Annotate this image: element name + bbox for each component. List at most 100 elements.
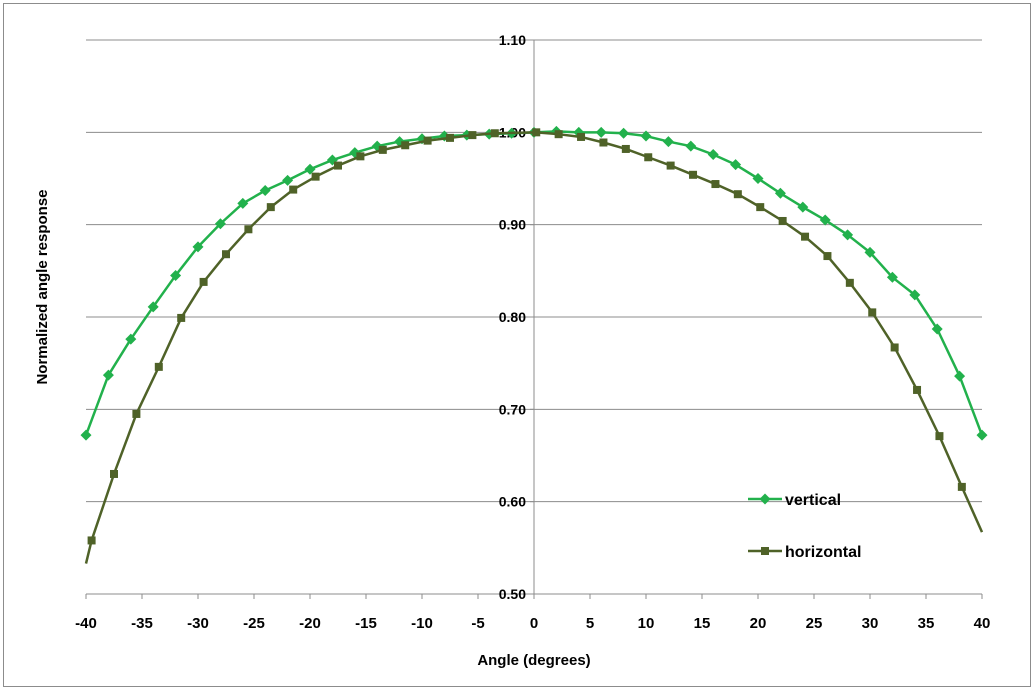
legend: vertical horizontal <box>748 492 861 561</box>
series-layer <box>80 125 988 564</box>
data-point-horizontal <box>132 409 141 418</box>
legend-marker-horizontal <box>761 547 769 555</box>
data-point-vertical <box>125 333 137 345</box>
y-axis-title: Normalized angle response <box>34 189 51 384</box>
x-tick-label: 0 <box>530 615 538 632</box>
data-point-horizontal <box>823 252 832 261</box>
data-point-horizontal <box>868 308 877 317</box>
data-point-horizontal <box>778 216 787 225</box>
x-tick-label: 30 <box>862 615 879 632</box>
data-point-horizontal <box>289 185 298 194</box>
data-point-horizontal <box>110 469 118 478</box>
x-tick-label: 15 <box>694 615 711 632</box>
axes <box>85 39 983 599</box>
data-point-vertical <box>864 246 876 258</box>
data-point-vertical <box>976 429 988 441</box>
data-point-vertical <box>685 140 697 152</box>
data-point-horizontal <box>532 128 541 137</box>
data-point-horizontal <box>890 343 899 352</box>
y-tick-label: 0.60 <box>499 494 526 510</box>
data-point-horizontal <box>689 170 698 179</box>
data-point-horizontal <box>334 161 342 170</box>
x-tick-label: -25 <box>243 615 265 632</box>
data-point-horizontal <box>490 129 499 138</box>
data-point-vertical <box>640 130 652 142</box>
data-point-horizontal <box>957 482 966 491</box>
data-point-horizontal <box>733 190 742 199</box>
x-tick-label: 25 <box>806 615 823 632</box>
data-point-vertical <box>170 269 182 281</box>
data-point-vertical <box>214 218 226 230</box>
data-point-vertical <box>886 271 898 283</box>
x-tick-label: 5 <box>586 615 594 632</box>
data-point-horizontal <box>177 313 186 322</box>
x-tick-label: -35 <box>131 615 153 632</box>
data-point-vertical <box>192 241 204 253</box>
x-tick-label: -5 <box>471 615 484 632</box>
data-point-vertical <box>147 301 159 313</box>
x-tick-label: 35 <box>918 615 935 632</box>
data-point-vertical <box>707 148 719 160</box>
data-point-vertical <box>909 289 921 301</box>
x-tick-label: 20 <box>750 615 767 632</box>
data-point-horizontal <box>577 132 586 141</box>
data-point-vertical <box>259 185 271 197</box>
data-point-vertical <box>931 323 943 335</box>
x-tick-label: -20 <box>299 615 321 632</box>
x-tick-label: 40 <box>974 615 991 632</box>
y-tick-label: 0.50 <box>499 586 526 602</box>
data-point-horizontal <box>468 131 477 140</box>
tick-labels: 0.500.600.700.800.901.001.10-40-35-30-25… <box>75 32 990 632</box>
data-point-vertical <box>618 127 630 139</box>
data-point-vertical <box>752 173 764 184</box>
data-point-vertical <box>842 229 854 241</box>
data-point-horizontal <box>644 153 653 162</box>
x-tick-label: -15 <box>355 615 377 632</box>
data-point-horizontal <box>401 141 410 150</box>
data-point-horizontal <box>801 232 810 241</box>
data-point-vertical <box>80 429 92 441</box>
y-tick-label: 0.80 <box>499 309 526 325</box>
data-point-horizontal <box>244 225 253 234</box>
chart-frame <box>3 3 1031 687</box>
data-point-horizontal <box>423 136 432 145</box>
data-point-horizontal <box>913 385 922 394</box>
data-point-vertical <box>304 163 316 175</box>
data-point-horizontal <box>87 536 96 545</box>
data-point-horizontal <box>666 161 675 170</box>
data-point-horizontal <box>621 144 630 153</box>
y-tick-label: 0.90 <box>499 217 526 233</box>
data-point-horizontal <box>756 203 765 212</box>
data-point-vertical <box>819 214 831 226</box>
data-point-vertical <box>774 187 786 199</box>
x-axis-title: Angle (degrees) <box>477 652 590 669</box>
y-tick-label: 1.10 <box>499 32 526 48</box>
data-point-horizontal <box>711 180 720 189</box>
x-tick-label: 10 <box>638 615 655 632</box>
data-point-horizontal <box>378 145 387 154</box>
data-point-horizontal <box>554 130 563 139</box>
legend-label-horizontal: horizontal <box>785 544 861 561</box>
data-point-vertical <box>954 370 966 382</box>
data-point-vertical <box>282 174 294 186</box>
data-point-horizontal <box>356 152 365 161</box>
x-tick-label: -10 <box>411 615 433 632</box>
x-tick-label: -40 <box>75 615 97 632</box>
x-tick-label: -30 <box>187 615 209 632</box>
data-point-vertical <box>595 126 607 138</box>
data-point-vertical <box>237 197 249 209</box>
y-tick-label: 0.70 <box>499 401 526 417</box>
data-point-horizontal <box>154 362 163 371</box>
data-point-horizontal <box>222 250 230 259</box>
data-point-vertical <box>797 201 809 213</box>
data-point-horizontal <box>935 432 944 441</box>
data-point-horizontal <box>599 138 608 147</box>
data-point-horizontal <box>266 203 275 212</box>
data-point-horizontal <box>199 277 208 286</box>
series-horizontal <box>84 128 984 564</box>
data-point-horizontal <box>311 172 320 181</box>
data-point-vertical <box>730 159 742 171</box>
legend-label-vertical: vertical <box>785 492 841 509</box>
data-point-horizontal <box>446 133 454 142</box>
